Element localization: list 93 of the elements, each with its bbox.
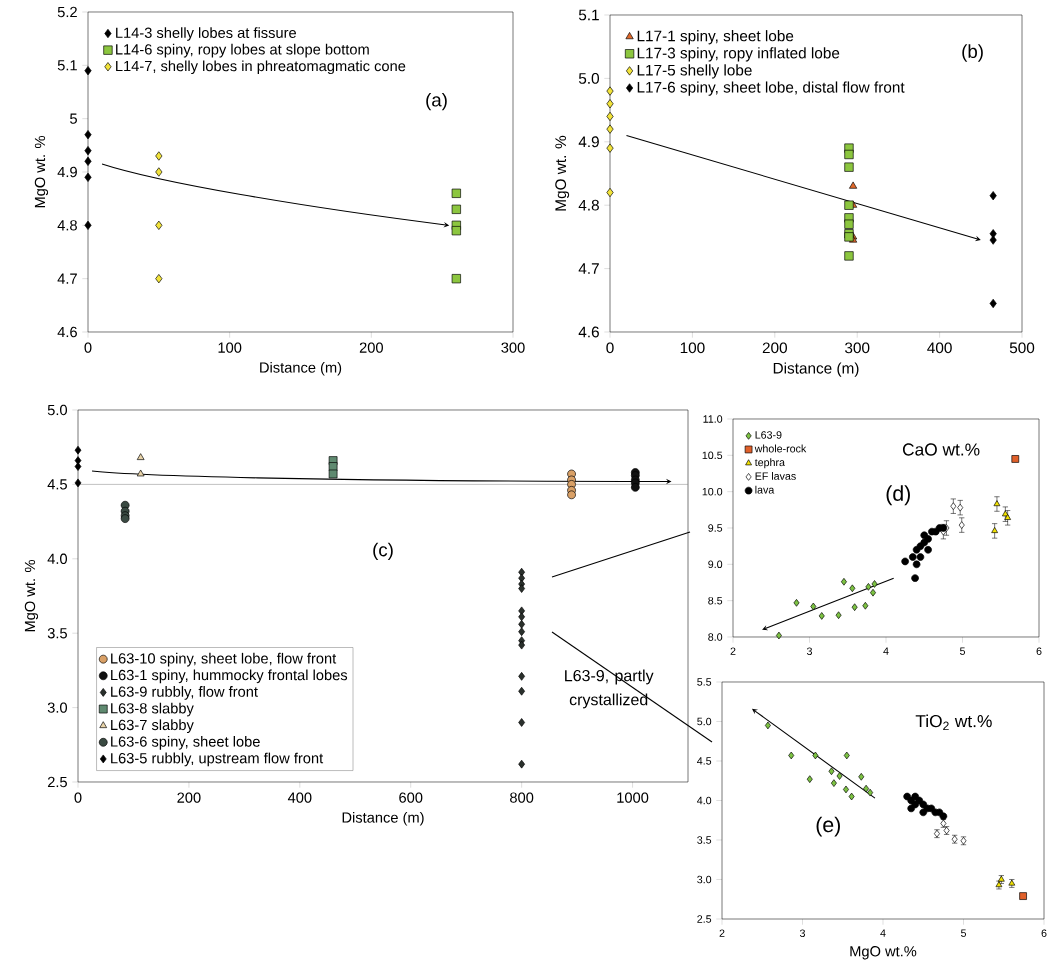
y-tick-label: 10.0: [702, 487, 723, 496]
legend-label: L17-1 spiny, sheet lobe: [637, 30, 794, 45]
y-tick-label: 4.5: [697, 757, 712, 765]
y-tick-label: 5.0: [697, 717, 712, 726]
legend-label: L17-5 shelly lobe: [637, 64, 752, 79]
y-tick-label: 4.0: [697, 796, 712, 805]
x-tick-label: 0: [606, 342, 614, 354]
y-tick-label: 8.5: [708, 596, 723, 605]
y-axis-title: MgO wt. %: [34, 135, 49, 208]
annotation: L63-9, partly crystallized: [565, 669, 654, 709]
y-tick-label: 4.6: [578, 326, 599, 338]
y-tick-label: 5: [70, 113, 77, 124]
y-tick-label: 2.5: [697, 915, 712, 923]
annotation: (b): [962, 44, 983, 62]
y-tick-label: 4.5: [47, 479, 67, 490]
x-axis-title: Distance (m): [260, 361, 342, 376]
x-tick-label: 2: [730, 647, 736, 655]
x-tick-label: 600: [399, 792, 423, 803]
legend-label: EF lavas: [755, 472, 796, 480]
y-tick-label: 10.5: [702, 451, 723, 460]
y-tick-label: 2.5: [47, 776, 67, 788]
legend-label: L63-6 spiny, sheet lobe: [111, 735, 260, 750]
annotation: CaO wt.%: [902, 443, 980, 456]
x-tick-label: 100: [218, 342, 242, 353]
legend-label: L63-1 spiny, hummocky frontal lobes: [111, 669, 348, 684]
annotation: (a): [426, 92, 447, 111]
y-tick-label: 4.7: [57, 273, 77, 284]
legend-label: L14-3 shelly lobes at fissure: [116, 27, 296, 41]
annotation: (d): [886, 485, 910, 506]
annotation: TiO$_{2}$ wt.%: [915, 714, 992, 731]
annotation: (e): [816, 816, 840, 837]
x-tick-label: 400: [927, 342, 952, 354]
x-tick-label: 4: [883, 647, 889, 655]
y-axis-title: MgO wt. %: [24, 560, 39, 632]
y-tick-label: 5.2: [57, 6, 77, 18]
y-tick-label: 4.8: [57, 220, 77, 231]
y-tick-label: 9.5: [708, 524, 723, 532]
x-axis-title: MgO wt.%: [850, 946, 917, 960]
x-tick-label: 200: [359, 342, 383, 353]
legend-label: L63-10 spiny, sheet lobe, flow front: [111, 652, 337, 667]
y-tick-label: 3.5: [697, 836, 712, 844]
y-tick-label: 5.0: [47, 404, 68, 416]
legend-label: tephra: [754, 458, 785, 469]
legend-label: L17-3 spiny, ropy inflated lobe: [637, 47, 840, 62]
x-tick-label: 4: [880, 929, 886, 937]
legend-label: L14-7, shelly lobes in phreatomagmatic cone: [116, 60, 406, 75]
x-tick-label: 300: [501, 342, 525, 353]
x-axis-title: Distance (m): [773, 362, 859, 377]
y-tick-label: 11.0: [703, 415, 723, 423]
legend-label: L17-6 spiny, sheet lobe, distal flow front: [637, 81, 905, 96]
y-tick-label: 3.0: [47, 702, 68, 713]
y-axis-title: MgO wt. %: [555, 135, 570, 211]
x-axis-title: Distance (m): [342, 811, 424, 826]
x-tick-label: 0: [74, 792, 82, 803]
legend-label: lava: [755, 485, 775, 494]
y-tick-label: 9.0: [708, 560, 723, 569]
legend-label: L63-9 rubbly, flow front: [111, 686, 258, 700]
x-tick-label: 400: [287, 792, 312, 803]
x-tick-label: 0: [84, 342, 92, 353]
y-tick-label: 3.5: [47, 628, 67, 639]
x-tick-label: 300: [845, 342, 870, 354]
x-tick-label: 800: [510, 792, 534, 803]
x-tick-label: 5: [959, 647, 966, 655]
legend-label: L63-8 slabby: [111, 702, 194, 717]
x-tick-label: 3: [799, 929, 805, 937]
y-tick-label: 4.9: [57, 166, 77, 178]
y-tick-label: 5.1: [578, 9, 599, 21]
legend-label: L14-6 spiny, ropy lobes at slope bottom: [116, 43, 369, 58]
y-tick-label: 5.1: [57, 60, 77, 71]
x-tick-label: 3: [806, 647, 812, 655]
annotation: (c): [373, 542, 393, 561]
y-tick-label: 8.0: [708, 633, 723, 641]
y-tick-label: 3.0: [697, 875, 712, 884]
y-tick-label: 5.5: [697, 678, 712, 686]
x-tick-label: 100: [680, 342, 705, 354]
x-tick-label: 1000: [617, 792, 649, 803]
x-tick-label: 200: [762, 342, 787, 354]
x-tick-label: 2: [719, 929, 725, 937]
y-tick-label: 4.7: [578, 263, 599, 274]
y-tick-label: 4.9: [578, 136, 599, 148]
x-tick-label: 5: [960, 929, 967, 937]
x-tick-label: 6: [1036, 647, 1042, 655]
y-tick-label: 5.0: [578, 72, 600, 84]
x-tick-label: 6: [1041, 929, 1047, 937]
legend-label: L63-9: [755, 431, 782, 439]
y-tick-label: 4.8: [578, 199, 599, 211]
y-tick-label: 4.0: [47, 553, 68, 564]
legend-label: L63-7 slabby: [111, 719, 194, 734]
legend-label: L63-5 rubbly, upstream flow front: [111, 752, 324, 767]
y-tick-label: 4.6: [57, 326, 77, 338]
x-tick-label: 500: [1009, 342, 1035, 354]
x-tick-label: 200: [177, 792, 201, 803]
legend-label: whole-rock: [754, 444, 807, 453]
